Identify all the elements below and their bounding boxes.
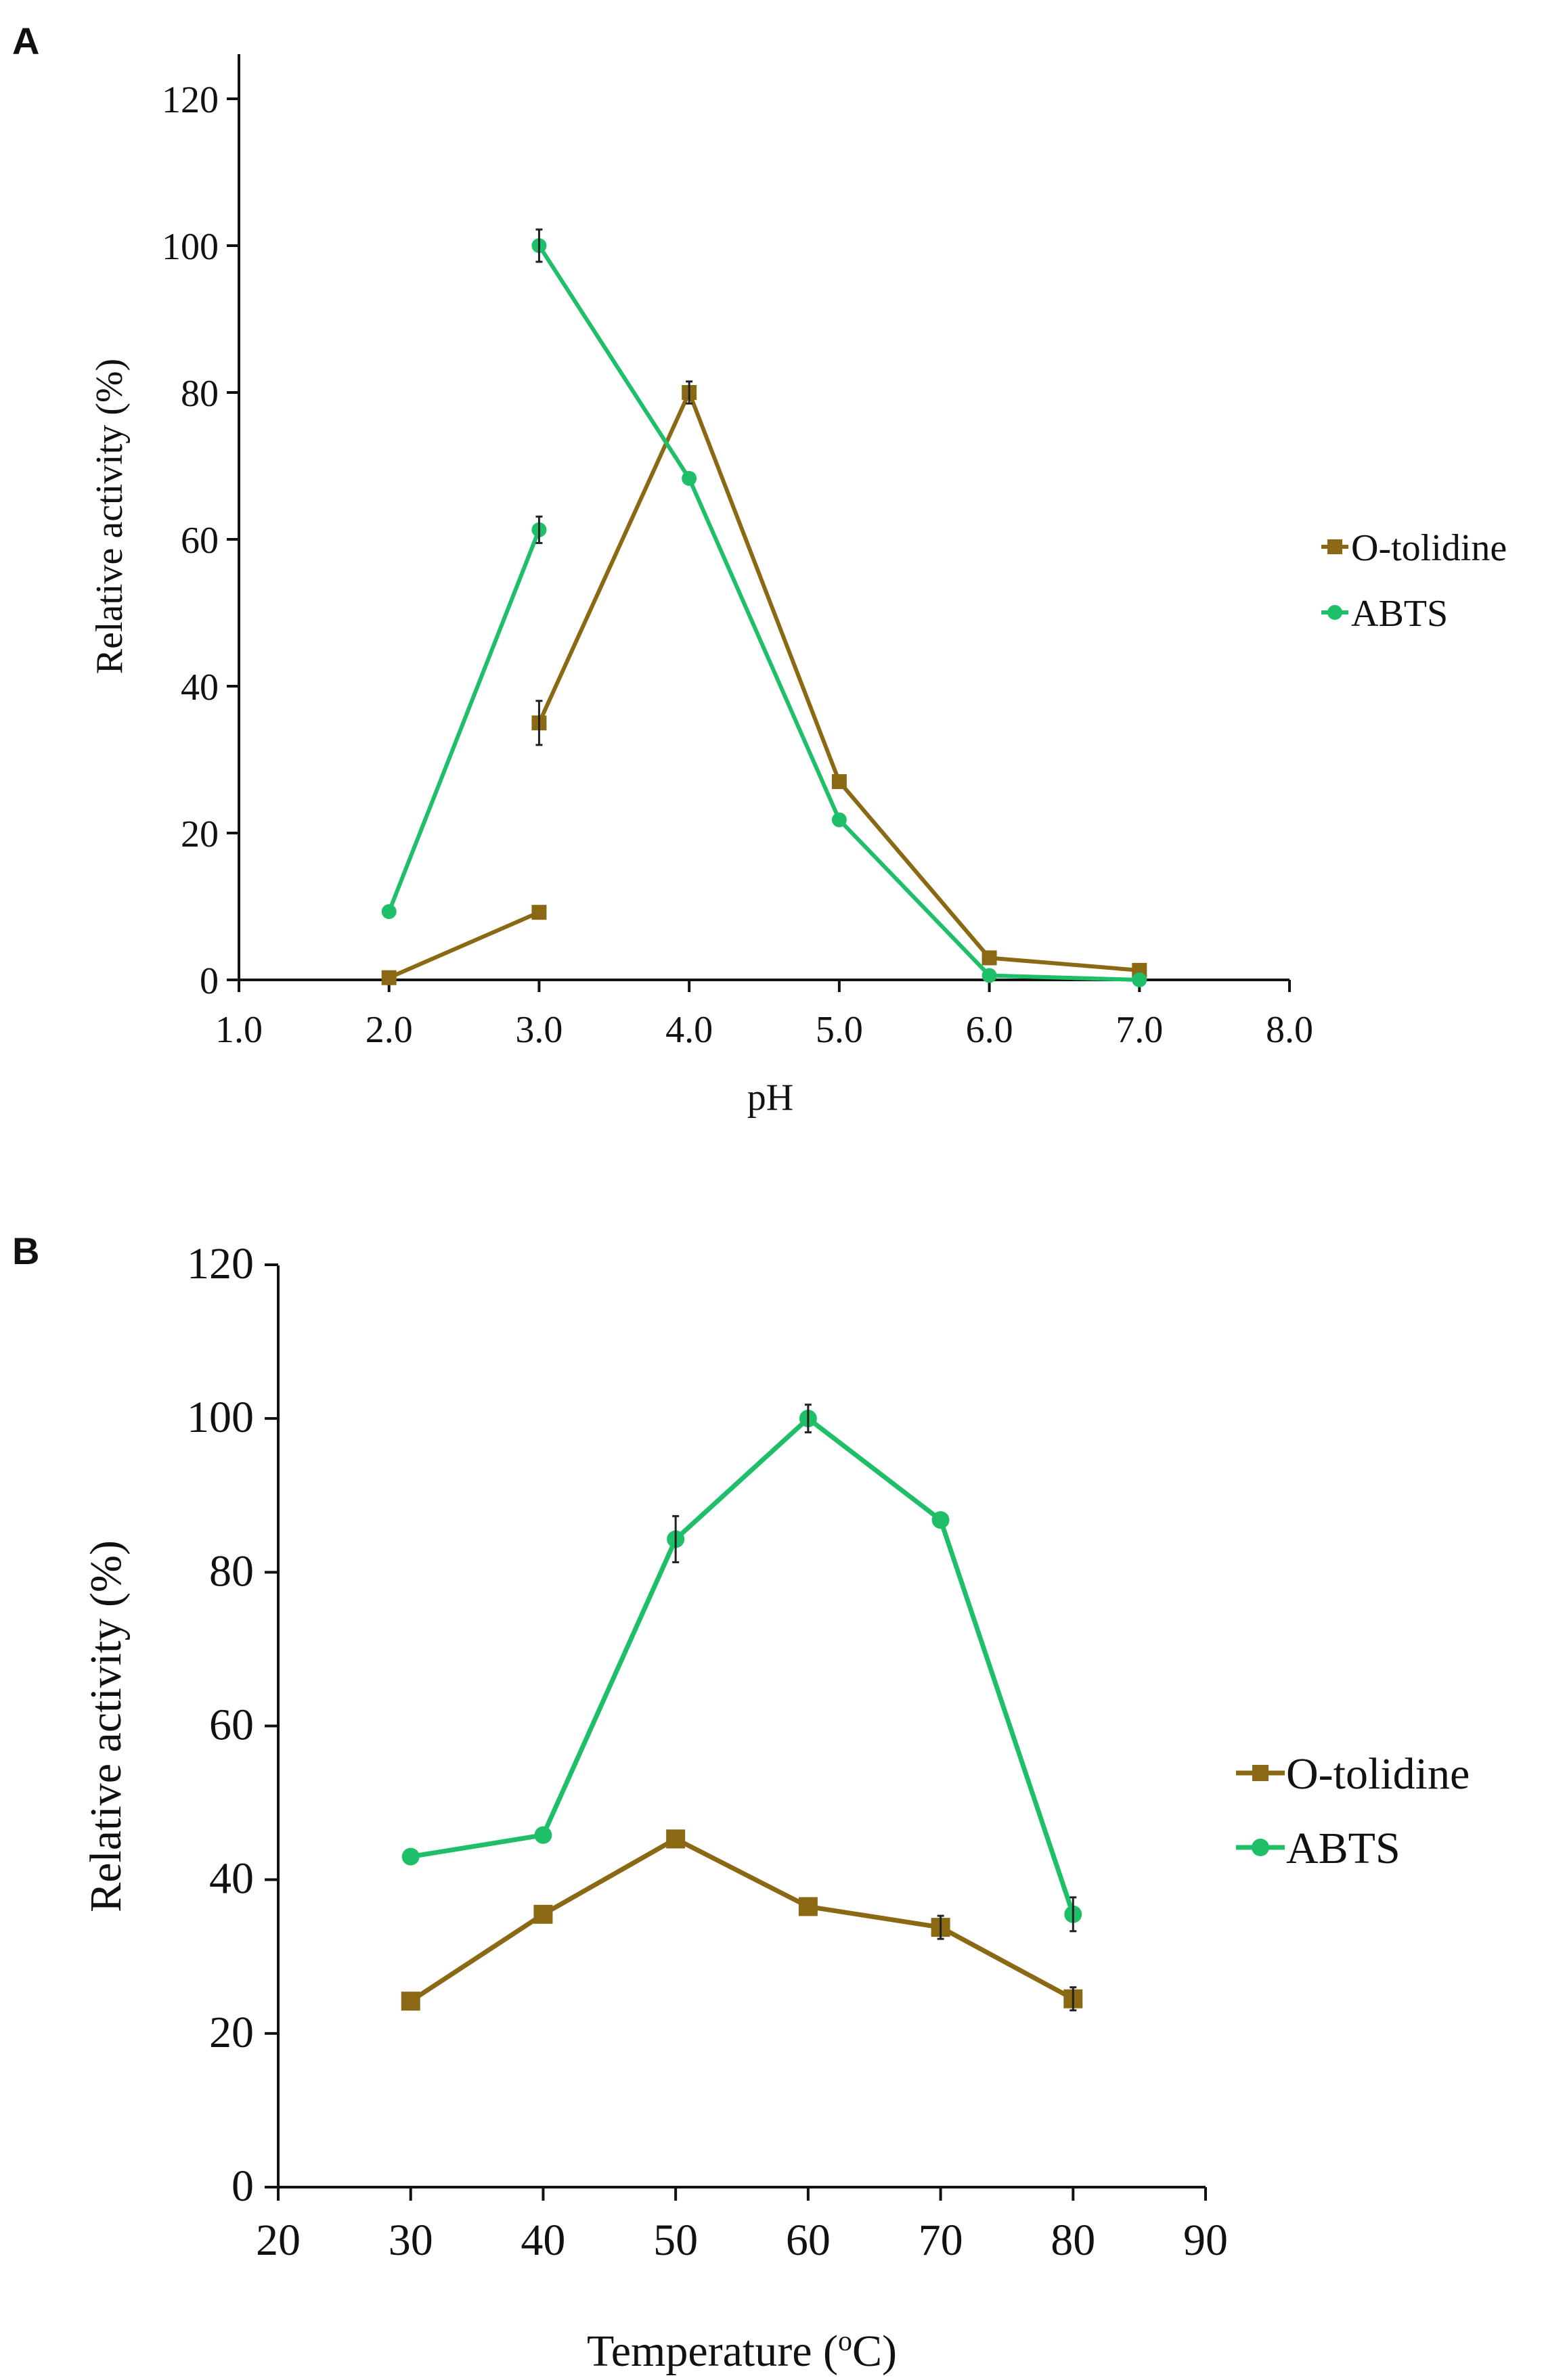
data-point-abts [831,812,847,828]
panel-b-x-tick-label: 60 [786,2216,831,2265]
panel-b-x-tick-label: 80 [1051,2216,1095,2265]
panel-a-y-tick-label: 80 [181,373,219,415]
panel-b-x-tick-label: 90 [1183,2216,1228,2265]
data-point-otolidine [381,970,397,985]
series-line-otolidine [537,390,1140,972]
data-point-abts [1132,972,1147,987]
legend-marker-abts [1252,1839,1269,1856]
legend-marker-otolidine [1327,539,1342,554]
panel-a-y-tick-label: 0 [200,960,219,1002]
panel-b-y-tick-label: 80 [209,1546,254,1596]
data-point-otolidine [666,1829,686,1849]
panel-a-y-tick-label: 120 [162,79,219,121]
panel-a-x-tick-label: 5.0 [816,1009,863,1051]
panel-b-y-tick-label: 40 [209,1854,254,1904]
panel-b-y-tick-label: 120 [187,1239,254,1288]
panel-a-y-tick-label: 20 [181,813,219,855]
panel-b-x-tick-label: 30 [389,2216,433,2265]
panel-b-axes [277,1265,1206,2188]
panel-b-x-tick-label: 40 [521,2216,565,2265]
panel-a-axes [238,54,1290,981]
panel-a-y-tick-label: 40 [181,667,219,709]
series-line-abts [387,529,542,913]
series-line-otolidine [388,910,540,980]
legend-label-abts: ABTS [1351,593,1448,635]
panel-b-y-axis-title: Relative activity (%) [81,1540,131,1912]
data-point-otolidine [798,1897,818,1916]
series-line-otolidine [409,1836,1074,2004]
panel-a-x-tick-label: 4.0 [665,1009,713,1051]
panel-a-x-tick-label: 8.0 [1266,1009,1313,1051]
data-point-abts [381,904,397,920]
panel-b-y-tick-label: 60 [209,1701,254,1750]
panel-a-x-tick-label: 3.0 [515,1009,563,1051]
panel-label-b: B [12,1230,39,1272]
series-line-abts [537,244,1140,982]
panel-a-x-tick-label: 6.0 [966,1009,1013,1051]
error-bar-abts [804,1404,812,1434]
error-bar-otolidine [1070,1986,1077,2012]
panel-b-x-tick-label: 70 [919,2216,963,2265]
error-bar-otolidine [686,380,693,405]
panel-a-x-tick-label: 7.0 [1116,1009,1163,1051]
data-point-abts [401,1847,420,1866]
data-point-abts [534,1826,552,1844]
legend-marker-abts [1327,605,1342,620]
panel-b-legend: O-tolidine ABTS [1236,1749,1470,1873]
panel-a-y-tick-label: 60 [181,520,219,562]
legend-marker-otolidine [1252,1765,1269,1781]
data-point-abts [682,470,697,486]
data-point-abts [982,968,997,983]
panel-a-legend: O-tolidine ABTS [1321,527,1507,635]
panel-b-x-axis-title: Temperature (oC) [587,2326,897,2376]
legend-label-otolidine: O-tolidine [1286,1749,1470,1799]
panel-a-x-tick-label: 1.0 [215,1009,263,1051]
panel-b-y-tick-label: 100 [187,1393,254,1442]
data-point-otolidine [982,950,997,966]
series-line-abts [410,1416,1076,1915]
error-bar-abts [1070,1896,1077,1933]
data-point-abts [931,1511,950,1529]
panel-b-y-tick-label: 0 [232,2161,254,2211]
panel-b-x-tick-label: 20 [256,2216,301,2265]
error-bar-abts [535,228,543,263]
panel-b-y-tick-label: 20 [209,2008,254,2057]
error-bar-abts [535,515,543,544]
data-point-otolidine [533,1904,553,1924]
legend-label-abts: ABTS [1286,1824,1401,1873]
error-bar-abts [672,1514,680,1564]
panel-label-a: A [12,20,39,62]
panel-a: A 0 20 40 60 80 100 120 1.0 2.0 3.0 4.0 5.0 6.0 7.0 8.… [12,20,1507,1119]
panel-a-y-axis-title: Relative activity (%) [89,359,131,674]
data-point-otolidine [831,774,847,790]
panel-a-x-axis-title: pH [747,1077,793,1119]
data-point-otolidine [531,905,547,920]
data-point-otolidine [401,1992,420,2011]
panel-a-x-tick-label: 2.0 [366,1009,413,1051]
legend-label-otolidine: O-tolidine [1351,527,1507,569]
panel-b-x-tick-label: 50 [653,2216,698,2265]
error-bar-otolidine [535,700,543,746]
error-bar-otolidine [937,1914,944,1940]
panel-a-y-tick-label: 100 [162,226,219,268]
